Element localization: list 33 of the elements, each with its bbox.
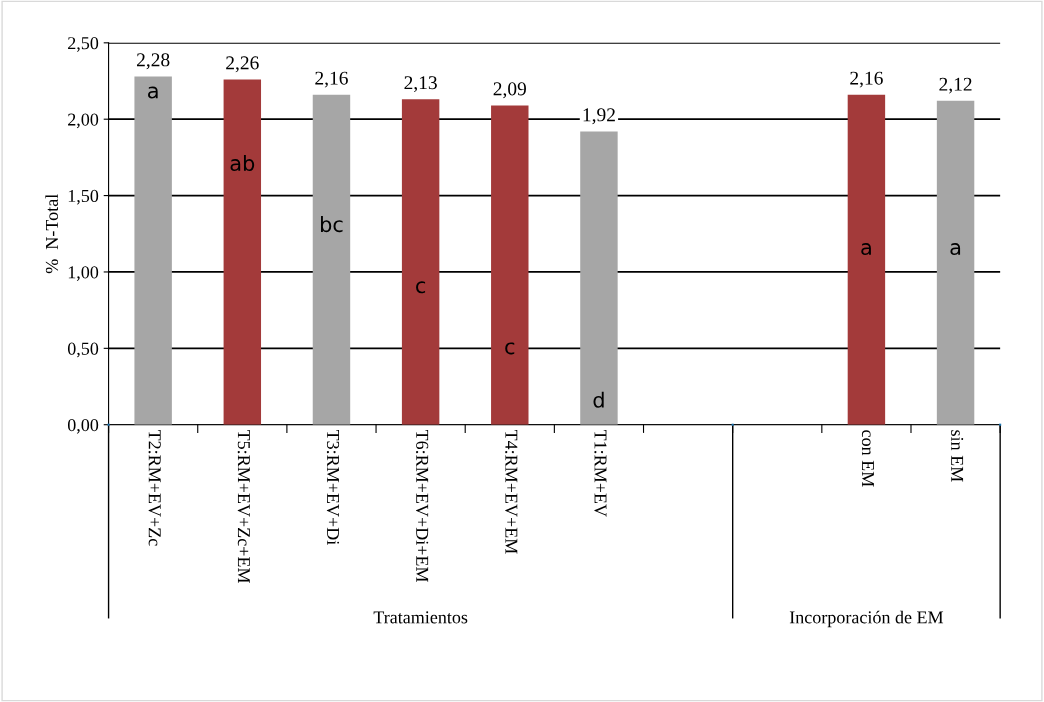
annotation: ab	[230, 154, 255, 172]
y-tick-label: 0,50	[67, 342, 99, 358]
text: Tratamientos	[373, 611, 468, 624]
y-tick-label: 2,00	[68, 113, 99, 129]
x-tick-label: T1:RM+EV	[594, 429, 607, 517]
y-tick-label: 1,00	[68, 266, 99, 281]
data-label: 2,16	[850, 71, 883, 88]
x-tick-label: T6:RM+EV+Di+EM	[416, 429, 429, 582]
y-tick-label: 2,50	[68, 37, 99, 52]
y-axis-title: % N-Total	[45, 194, 59, 274]
x-tick-label: T4:RM+EV+EM	[505, 429, 518, 554]
annotation: a	[950, 243, 961, 256]
data-label: 2,28	[136, 53, 170, 70]
x-tick-label: T2:RM+EV+Zc	[148, 429, 161, 546]
data-label: 2,26	[226, 56, 259, 73]
annotation: c	[505, 342, 515, 355]
y-tick-label: 0,00	[67, 418, 99, 434]
x-tick-label: T3:RM+EV+Di	[326, 429, 340, 545]
data-label: 2,12	[939, 77, 972, 94]
annotation: bc	[321, 216, 343, 233]
data-label: 1,92	[583, 108, 615, 125]
annotation: a	[861, 243, 871, 256]
data-label: 2,13	[404, 76, 437, 93]
y-tick-label: 1,50	[68, 189, 99, 205]
annotation: d	[593, 391, 604, 408]
data-label: 2,16	[315, 71, 348, 88]
x-tick-label: sin EM	[951, 430, 964, 482]
x-tick-label: con EM	[861, 430, 874, 487]
annotation: c	[416, 281, 426, 294]
text: Incorporación de EM	[789, 610, 944, 628]
x-tick-label: T5:RM+EV+Zc+EM	[237, 429, 250, 583]
data-label: 2,09	[493, 82, 526, 99]
annotation: a	[148, 86, 158, 99]
